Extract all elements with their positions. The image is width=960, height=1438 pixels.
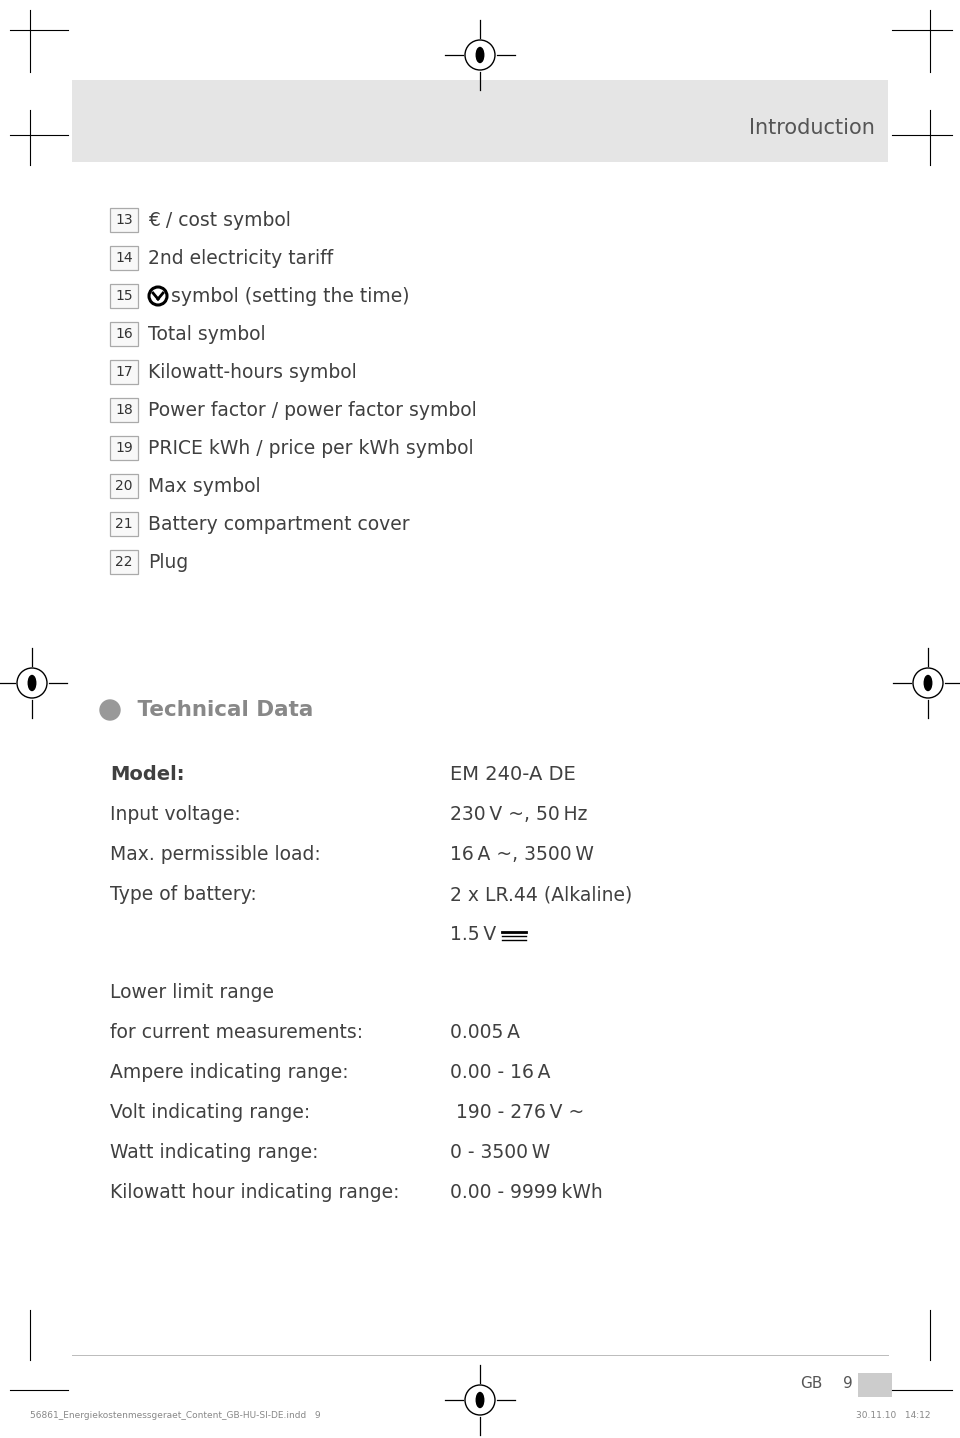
Text: 230 V ~, 50 Hz: 230 V ~, 50 Hz [450, 805, 588, 824]
Text: Introduction: Introduction [749, 118, 875, 138]
Text: Lower limit range: Lower limit range [110, 984, 274, 1002]
Bar [858, 1373, 892, 1396]
Text: 0.005 A: 0.005 A [450, 1024, 520, 1043]
Text: 0.00 - 9999 kWh: 0.00 - 9999 kWh [450, 1183, 603, 1202]
Text: Ampere indicating range:: Ampere indicating range: [110, 1064, 348, 1083]
Text: Total symbol: Total symbol [148, 325, 266, 344]
Text: 15: 15 [115, 289, 132, 303]
Bar [72, 81, 888, 162]
Bar [110, 322, 138, 347]
Text: Input voltage:: Input voltage: [110, 805, 241, 824]
Text: 30.11.10   14:12: 30.11.10 14:12 [855, 1411, 930, 1419]
Text: Type of battery:: Type of battery: [110, 886, 256, 905]
Text: 0 - 3500 W: 0 - 3500 W [450, 1143, 550, 1162]
Text: 13: 13 [115, 213, 132, 227]
Text: 14: 14 [115, 252, 132, 265]
Bar [110, 512, 138, 536]
Text: 19: 19 [115, 441, 132, 454]
Ellipse shape [476, 1392, 484, 1408]
Text: Plug: Plug [148, 552, 188, 571]
Text: 20: 20 [115, 479, 132, 493]
Text: € / cost symbol: € / cost symbol [148, 210, 291, 230]
Bar [110, 398, 138, 421]
Text: 17: 17 [115, 365, 132, 380]
Text: PRICE kWh / price per kWh symbol: PRICE kWh / price per kWh symbol [148, 439, 473, 457]
Text: Model:: Model: [110, 765, 184, 785]
Text: 9: 9 [843, 1376, 852, 1391]
Circle shape [100, 700, 120, 720]
Text: Power factor / power factor symbol: Power factor / power factor symbol [148, 401, 477, 420]
Ellipse shape [476, 47, 484, 62]
Text: 21: 21 [115, 518, 132, 531]
Text: EM 240-A DE: EM 240-A DE [450, 765, 576, 785]
Bar [110, 360, 138, 384]
Text: for current measurements:: for current measurements: [110, 1024, 363, 1043]
Text: Battery compartment cover: Battery compartment cover [148, 515, 410, 533]
Text: 2 x LR.44 (Alkaline): 2 x LR.44 (Alkaline) [450, 886, 633, 905]
Text: 18: 18 [115, 403, 132, 417]
Text: 0.00 - 16 A: 0.00 - 16 A [450, 1064, 550, 1083]
Text: 1.5 V: 1.5 V [450, 926, 496, 945]
Text: Max. permissible load:: Max. permissible load: [110, 846, 321, 864]
Ellipse shape [924, 676, 932, 690]
Text: 16: 16 [115, 326, 132, 341]
Text: Watt indicating range:: Watt indicating range: [110, 1143, 319, 1162]
Text: 2nd electricity tariff: 2nd electricity tariff [148, 249, 333, 267]
Text: symbol (setting the time): symbol (setting the time) [171, 286, 410, 305]
Text: 190 - 276 V ~: 190 - 276 V ~ [450, 1103, 585, 1123]
Bar [110, 436, 138, 460]
Text: 56861_Energiekostenmessgeraet_Content_GB-HU-SI-DE.indd   9: 56861_Energiekostenmessgeraet_Content_GB… [30, 1411, 321, 1419]
Text: 16 A ~, 3500 W: 16 A ~, 3500 W [450, 846, 594, 864]
Bar [110, 246, 138, 270]
Bar [110, 283, 138, 308]
Bar [110, 475, 138, 498]
Text: GB: GB [800, 1376, 823, 1391]
Text: 22: 22 [115, 555, 132, 569]
Ellipse shape [28, 676, 36, 690]
Bar [110, 209, 138, 232]
Text: Kilowatt-hours symbol: Kilowatt-hours symbol [148, 362, 357, 381]
Text: Max symbol: Max symbol [148, 476, 260, 496]
Text: Kilowatt hour indicating range:: Kilowatt hour indicating range: [110, 1183, 399, 1202]
Text: Technical Data: Technical Data [130, 700, 313, 720]
Text: Volt indicating range:: Volt indicating range: [110, 1103, 310, 1123]
Bar [110, 549, 138, 574]
